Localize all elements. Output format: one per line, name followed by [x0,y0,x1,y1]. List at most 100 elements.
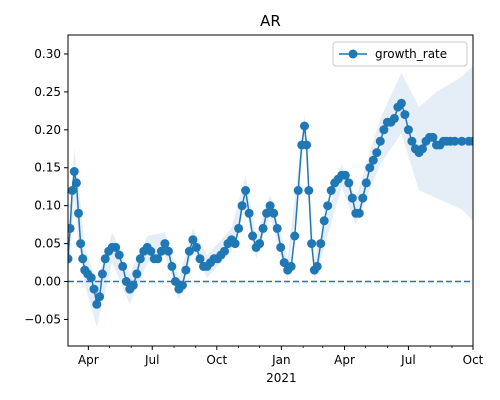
data-point [319,216,329,226]
series-layer [68,98,473,309]
data-point [188,235,198,245]
data-point [304,186,314,195]
data-point [468,136,473,146]
legend-marker [348,49,358,59]
data-point [302,140,312,150]
data-point [300,121,309,131]
data-point [265,201,275,211]
data-point [121,277,131,286]
data-point [76,239,86,249]
data-point [135,254,145,264]
data-point [358,193,368,203]
data-point [272,223,282,233]
data-point [170,277,180,286]
x-tick-label: Oct [463,353,484,367]
data-point [323,201,333,211]
data-point [74,208,83,218]
data-point [354,208,364,218]
data-point [111,242,121,252]
y-tick-label: 0.10 [34,199,61,213]
data-point [255,239,265,249]
y-tick-label: 0.20 [34,123,61,137]
data-point [258,223,268,233]
data-point [372,148,382,158]
data-point [340,170,350,180]
data-point [68,186,77,195]
data-point [457,136,467,146]
confidence-band [68,65,473,328]
data-point [368,155,378,165]
x-tick-label: Apr [334,353,355,367]
data-point [86,273,96,283]
data-point [248,231,258,241]
data-point [177,280,187,290]
x-year-label: 2021 [266,371,297,385]
data-point [132,269,142,279]
data-point [184,246,194,256]
y-tick-label: 0.25 [34,85,61,99]
data-point [244,208,254,218]
x-tick-label: Oct [206,353,227,367]
y-axis: −0.05 0.00 0.05 0.10 0.15 0.20 0.25 0.30 [24,47,68,326]
data-point [286,261,296,271]
data-point [160,239,170,249]
data-point [379,125,389,135]
data-point [347,193,357,203]
x-tick-label: Apr [78,353,99,367]
data-point [95,292,105,302]
data-point [89,284,99,294]
chart-title: AR [260,12,281,30]
data-point [146,246,156,256]
data-point [418,144,427,154]
data-point [365,163,375,173]
data-point [269,208,279,218]
data-point [403,125,413,135]
data-point [344,178,354,188]
data-point [375,136,385,146]
data-point [153,254,163,264]
data-point [307,239,317,249]
plot-frame [67,34,474,347]
data-point [234,223,244,233]
y-tick-label: 0.30 [34,47,61,61]
data-point [396,98,406,108]
data-point [78,254,88,264]
data-point [290,231,300,241]
x-tick-label: Jul [144,353,159,367]
x-tick-label: Jan [271,353,291,367]
data-point [230,239,240,249]
data-point [181,265,191,275]
y-tick-label: 0.00 [34,275,61,289]
data-point [220,246,229,256]
data-point [118,261,128,271]
data-point [68,254,73,264]
data-point [92,299,102,309]
data-point [237,201,247,211]
legend: growth_rate [332,41,468,67]
data-point [361,178,371,188]
data-point [71,178,81,188]
x-axis: Apr Jul Oct Jan Apr Jul Oct [78,346,484,367]
data-point [100,254,110,264]
data-point [389,113,399,123]
data-point [241,186,251,195]
y-tick-label: 0.05 [34,237,61,251]
data-point [163,246,173,256]
data-point [68,223,75,233]
legend-box [332,41,468,67]
data-point [312,261,322,271]
legend-label: growth_rate [375,47,447,61]
confidence-band-layer [68,65,473,328]
data-point [407,136,417,146]
x-tick-label: Jul [400,353,415,367]
data-point [167,261,177,271]
data-point [276,242,286,252]
data-point [428,132,438,142]
data-point [195,254,205,264]
data-point [316,239,326,249]
data-point [97,269,107,279]
data-point [326,186,336,195]
data-point [156,246,166,256]
y-tick-label: −0.05 [24,312,61,326]
